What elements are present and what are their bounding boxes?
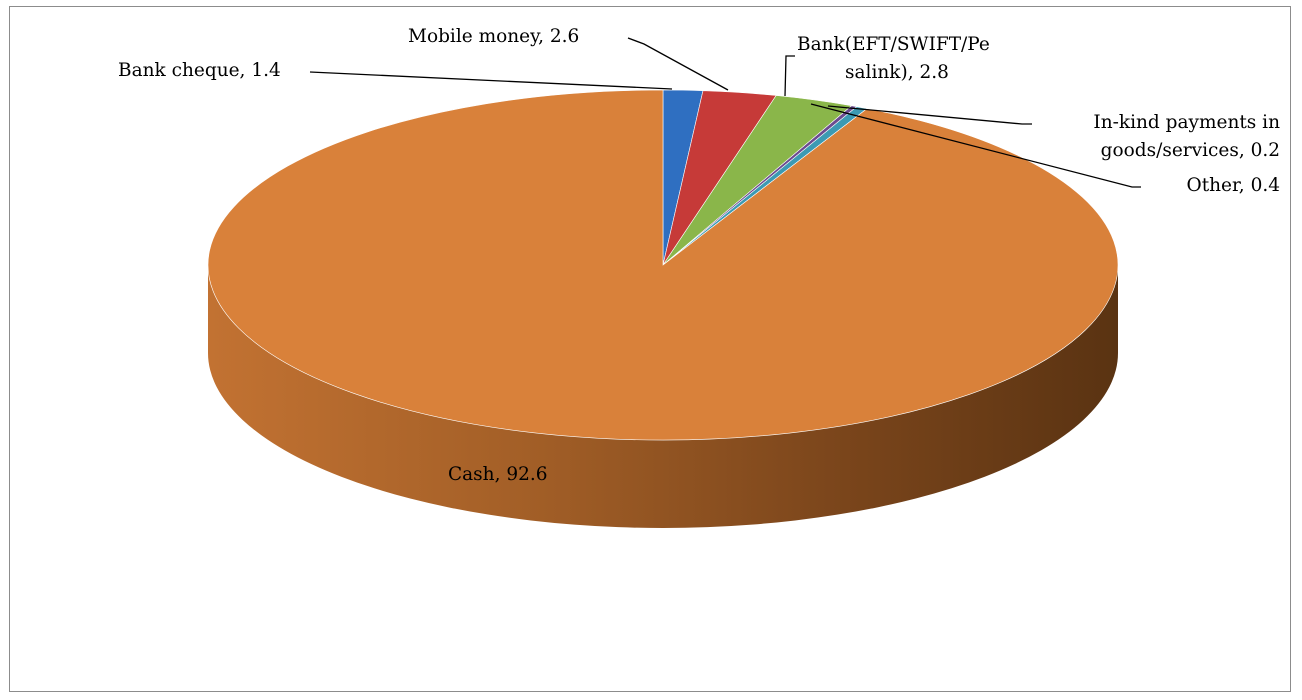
leader-line-bank-cheque <box>309 71 673 90</box>
data-label-bank-eft-swift-pesalink-line-1: Bank(EFT/SWIFT/Pe <box>797 34 990 55</box>
data-labels: Bank cheque, 1.4 Mobile money, 2.6 Bank(EF… <box>118 26 1280 485</box>
leader-line-in-kind-payments-in-goods-services <box>827 105 1032 125</box>
leader-line-bank-eft-swift-pesalink <box>784 55 795 97</box>
pie-side-cash <box>208 265 1118 528</box>
leader-line-other <box>810 103 1141 188</box>
data-label-in-kind-payments-in-goods-services-line-1: In-kind payments in <box>1093 112 1280 133</box>
leader-lines <box>309 37 1141 188</box>
pie-side-wall <box>208 265 1118 528</box>
leader-line-mobile-money <box>627 37 729 91</box>
data-label-mobile-money: Mobile money, 2.6 <box>408 26 579 47</box>
pie-slice-cash <box>207 89 1119 441</box>
pie-top-faces <box>207 89 1119 441</box>
data-label-cash: Cash, 92.6 <box>448 464 548 485</box>
data-label-in-kind-payments-in-goods-services-line-2: goods/services, 0.2 <box>1101 140 1280 161</box>
data-label-other: Other, 0.4 <box>1187 175 1280 196</box>
data-label-bank-cheque: Bank cheque, 1.4 <box>118 60 281 81</box>
data-label-bank-eft-swift-pesalink-line-2: salink), 2.8 <box>845 62 949 83</box>
